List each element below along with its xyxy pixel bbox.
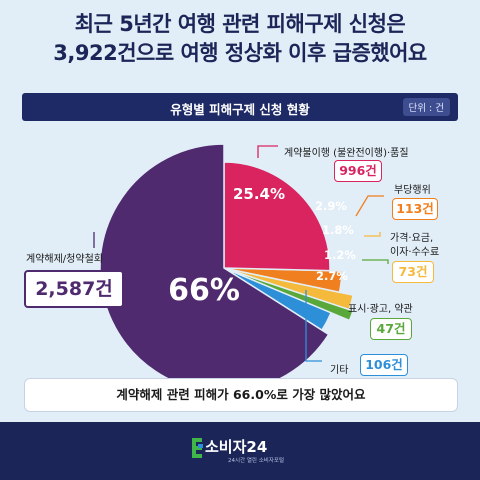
- pie-label-1: 25.4%: [233, 185, 285, 203]
- headline: 최근 5년간 여행 관련 피해구제 신청은 3,922건으로 여행 정상화 이후…: [0, 10, 480, 68]
- pie-label-5: 2.7%: [316, 269, 348, 283]
- headline-line2: 3,922건으로 여행 정상화 이후 급증했어요: [53, 41, 427, 65]
- headline-line1: 최근 5년간 여행 관련 피해구제 신청은: [74, 12, 406, 36]
- pie-slice-2: [223, 267, 343, 294]
- leader-line-3: [364, 232, 381, 237]
- chart-banner: 유형별 피해구제 신청 현황 단위 : 건: [22, 93, 458, 121]
- pie-label-3: 1.8%: [322, 223, 354, 237]
- leader-line-4: [362, 259, 389, 264]
- count-contract-cancel: 2,587건: [24, 270, 124, 308]
- label-contract-cancel: 계약해제/청약철회: [26, 254, 103, 265]
- label-ad: 표시·광고, 약관: [348, 304, 413, 315]
- conclusion-text: 계약해제 관련 피해가 66.0%로 가장 많았어요: [24, 378, 458, 412]
- count-unfair: 113건: [392, 198, 438, 220]
- label-other: 기타: [330, 365, 349, 376]
- pie-label-2: 2.9%: [315, 199, 347, 213]
- leader-line-2: [355, 195, 384, 217]
- label-nonperform: 계약불이행 (불완전이행)·품질: [284, 148, 409, 159]
- count-other: 106건: [360, 354, 408, 376]
- pie-slice-3: [223, 267, 355, 311]
- pie-slice-1: [223, 161, 331, 272]
- brand-tagline: 24시간 열린 소비자포털: [228, 458, 285, 464]
- pie-slice-4: [223, 267, 355, 322]
- pie-label-0: 66%: [168, 273, 240, 308]
- brand-name: 소비자24: [205, 438, 268, 456]
- count-nonperform: 996건: [334, 160, 382, 182]
- chart-title: 유형별 피해구제 신청 현황: [170, 102, 310, 117]
- footer: 소비자24 24시간 열린 소비자포털: [0, 422, 480, 480]
- count-price: 73건: [392, 261, 434, 283]
- label-price-line2: 이자·수수료: [390, 247, 440, 258]
- consumer24-logo-icon: [192, 438, 203, 458]
- pie-label-4: 1.2%: [324, 248, 356, 262]
- label-price-line1: 가격·요금,: [390, 233, 434, 244]
- count-ad: 47건: [370, 318, 412, 340]
- label-unfair: 부당행위: [394, 185, 431, 196]
- unit-badge: 단위 : 건: [402, 98, 450, 116]
- leader-line-1: [257, 145, 278, 158]
- leader-line-5: [305, 290, 322, 362]
